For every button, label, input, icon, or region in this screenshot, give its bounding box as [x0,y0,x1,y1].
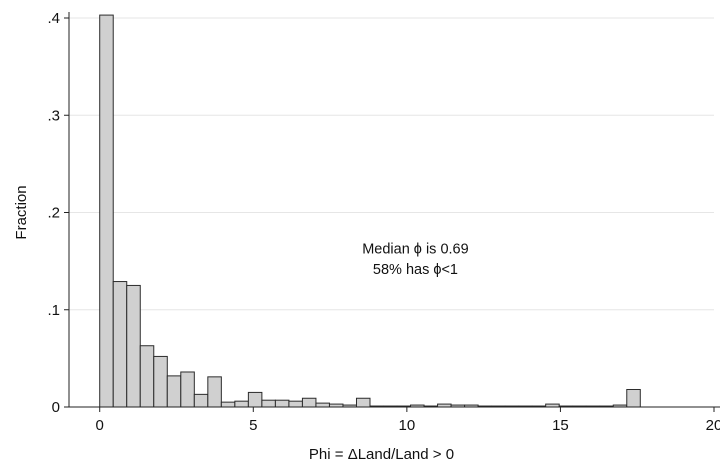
histogram-bars [99,14,641,408]
y-axis-label: Fraction [13,185,30,239]
histogram-bar [153,355,168,408]
x-tick-label: 5 [249,417,257,434]
y-axis-ticks: 0 .1 .2 .3 .4 [47,10,69,416]
histogram-bar [220,401,236,408]
x-tick-label: 20 [706,417,720,434]
y-tick-label: .4 [47,10,60,27]
y-tick-label: 0 [52,399,60,416]
histogram-bar [288,400,303,408]
y-tick-label: .1 [47,302,60,319]
x-axis-ticks: 0 5 10 15 20 [96,407,720,434]
axes [68,12,720,408]
histogram-bar [301,397,317,408]
histogram-bar [193,393,209,408]
gridlines [69,17,714,311]
histogram-bar [207,376,222,408]
histogram-bar [315,402,330,408]
annotation-median: Median ϕ is 0.69 [362,241,468,257]
histogram-bar [355,397,371,408]
annotation-share: 58% has ϕ<1 [373,262,458,278]
histogram-bar [247,391,263,408]
histogram-bar [180,371,195,408]
x-tick-label: 0 [96,417,104,434]
x-axis-label: Phi = ΔLand/Land > 0 [309,446,454,463]
histogram-bar [261,399,276,408]
x-tick-label: 15 [552,417,569,434]
y-tick-label: .2 [47,205,60,222]
histogram-bar [274,399,290,408]
histogram-bar [139,345,155,408]
histogram-bar [126,284,141,408]
x-tick-label: 10 [399,417,416,434]
y-tick-label: .3 [47,107,60,124]
histogram-bar [112,281,128,408]
histogram-bar [166,375,182,408]
histogram-bar [626,388,641,408]
histogram-bar [234,400,249,408]
histogram-bar [99,14,114,408]
